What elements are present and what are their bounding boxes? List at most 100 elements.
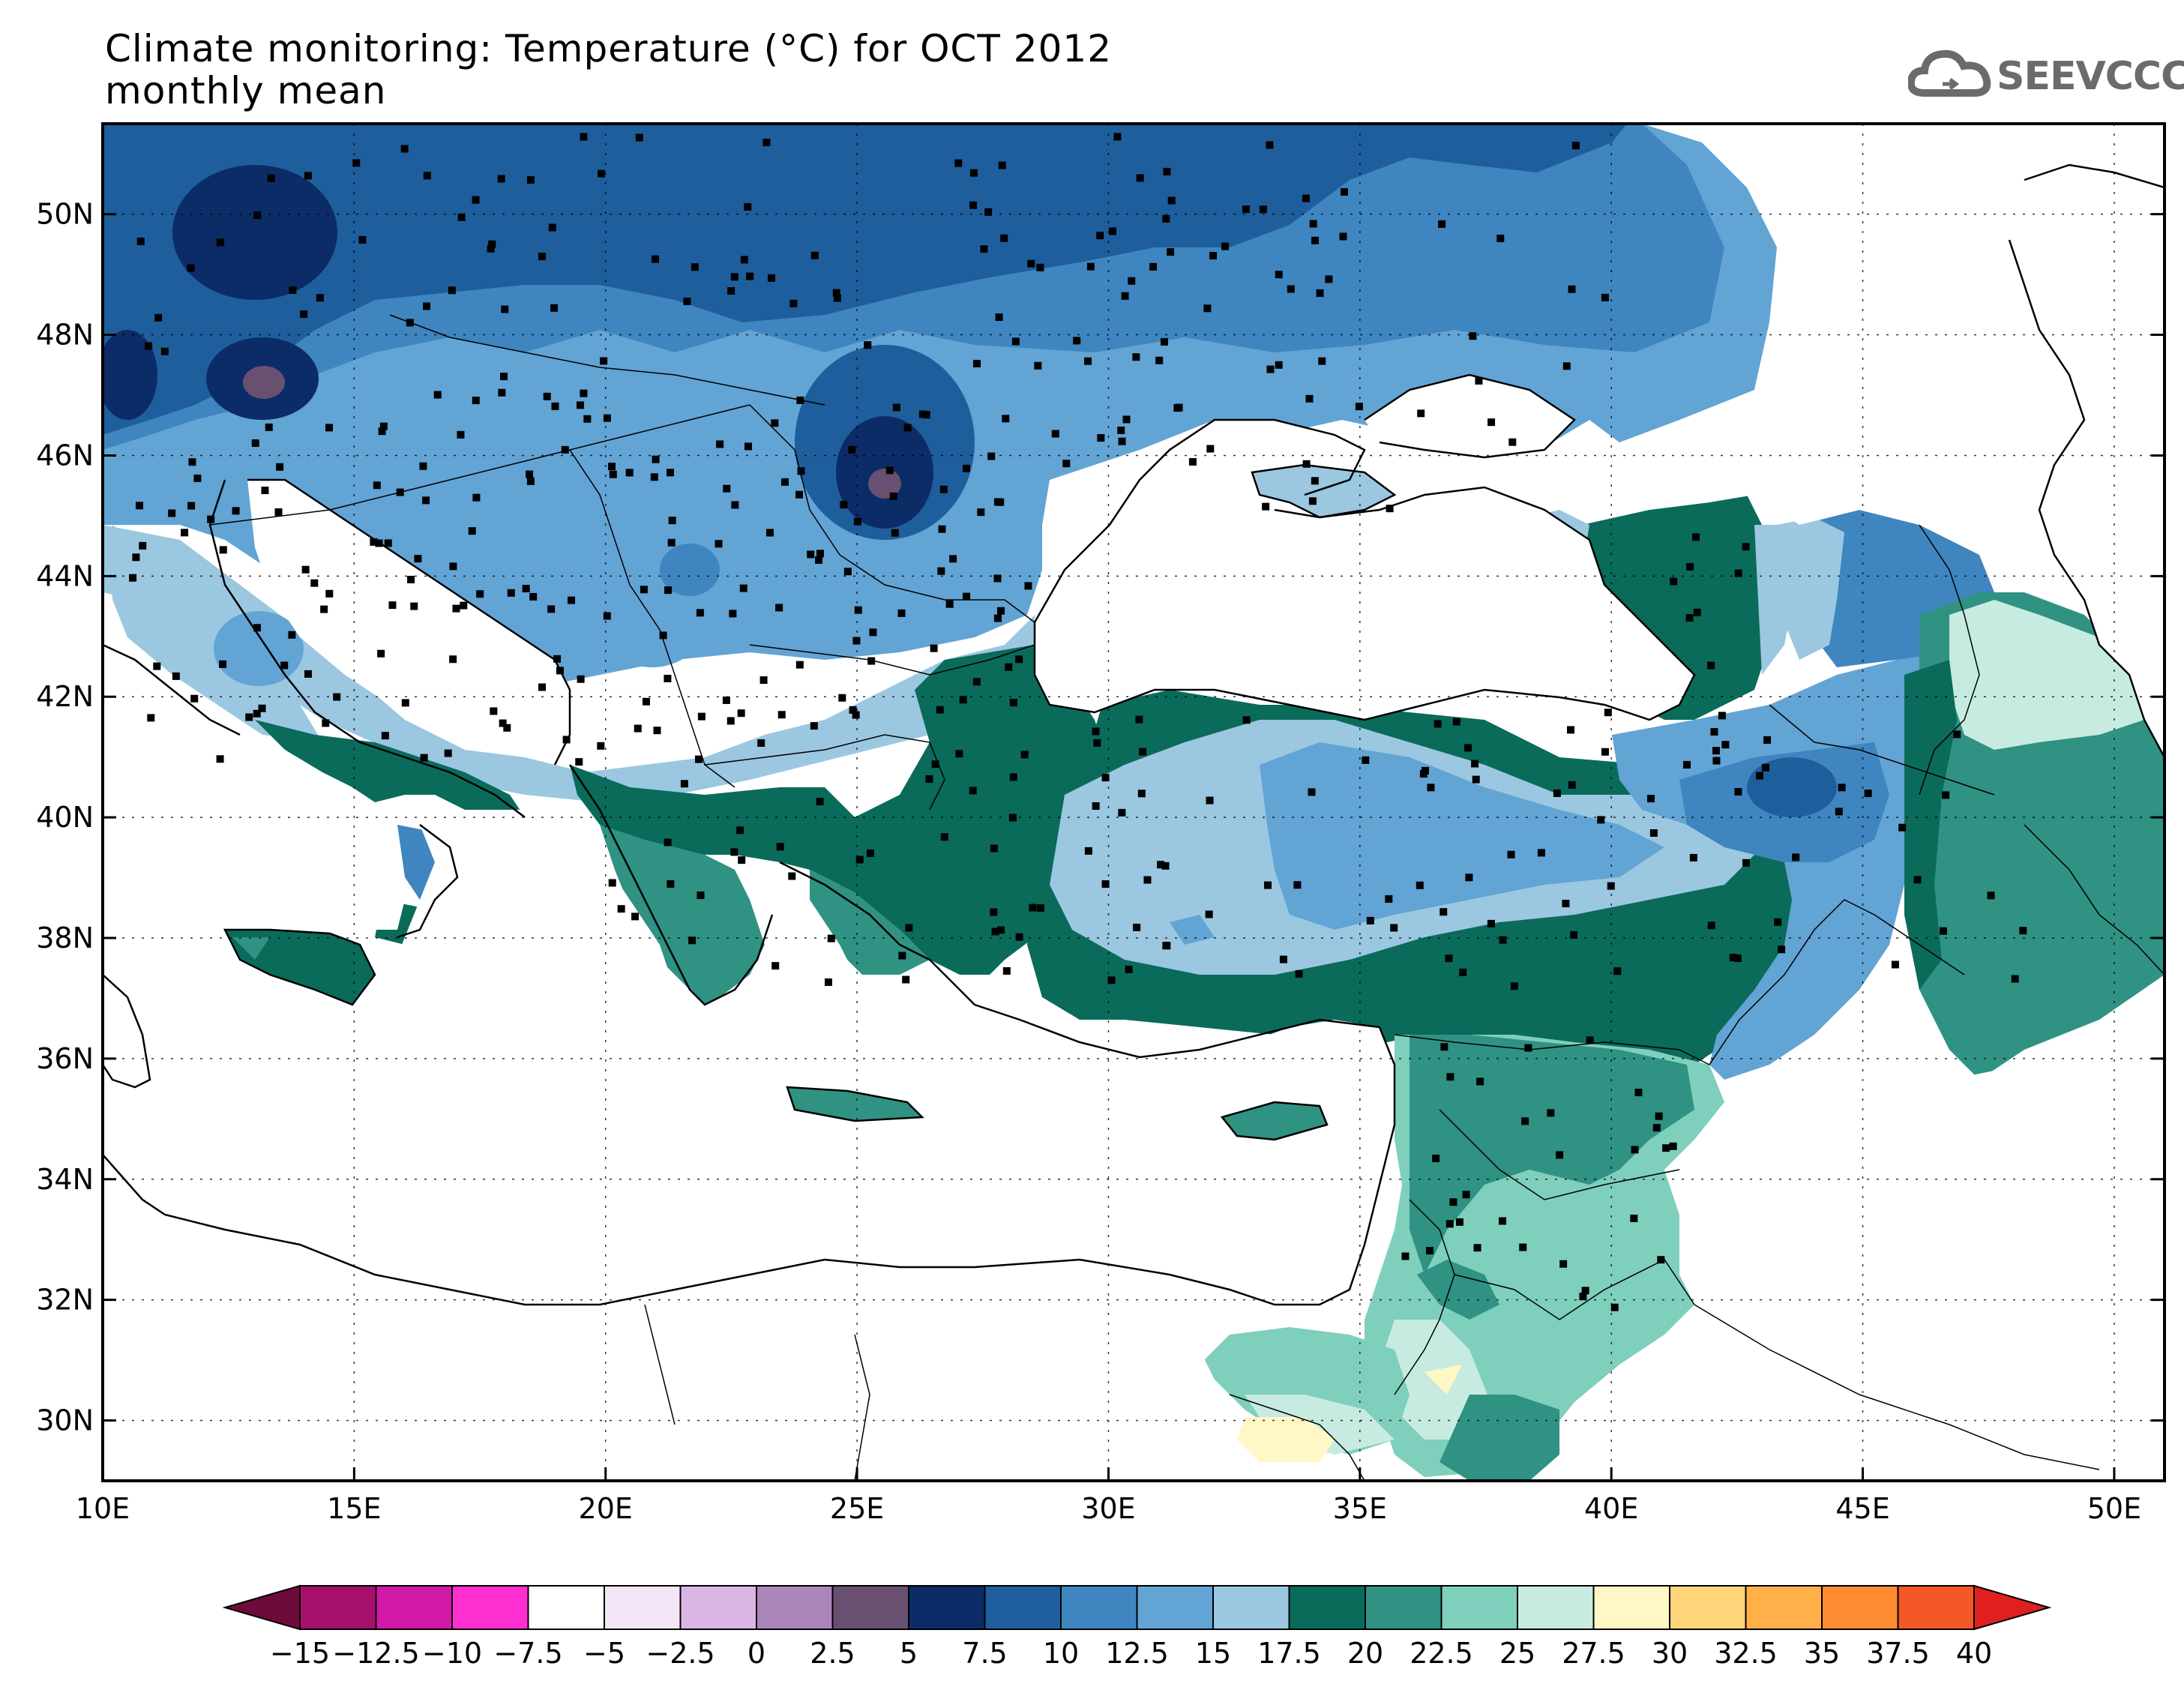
station-marker <box>651 255 659 263</box>
station-marker <box>969 169 978 177</box>
station-marker <box>472 196 480 204</box>
station-marker <box>543 392 551 400</box>
station-marker <box>797 467 805 475</box>
station-marker <box>1160 337 1168 346</box>
station-marker <box>400 145 409 153</box>
colorbar-label: 10 <box>1043 1637 1079 1670</box>
station-marker <box>1455 1218 1463 1226</box>
colorbar-box <box>831 1585 909 1630</box>
station-marker <box>1566 726 1574 734</box>
station-marker <box>1721 741 1730 749</box>
station-marker <box>683 297 691 305</box>
station-marker <box>715 540 723 548</box>
station-marker <box>1734 569 1742 577</box>
station-marker <box>251 439 259 448</box>
station-marker <box>1508 438 1517 446</box>
station-marker <box>1262 502 1270 511</box>
station-marker <box>1311 477 1319 485</box>
colorbar-box <box>1821 1585 1899 1630</box>
station-marker <box>1209 252 1218 260</box>
station-marker <box>939 485 948 493</box>
lat-tick-label: 32N <box>36 1284 94 1317</box>
colorbar-box <box>1897 1585 1975 1630</box>
station-marker <box>1311 236 1320 244</box>
station-marker <box>631 912 640 921</box>
station-marker <box>1086 262 1095 271</box>
station-marker <box>990 908 998 916</box>
station-marker <box>153 662 161 670</box>
colorbar-box <box>679 1585 757 1630</box>
station-marker <box>1449 1198 1457 1206</box>
station-marker <box>1132 353 1140 361</box>
station-marker <box>452 604 460 613</box>
station-marker <box>634 724 642 733</box>
station-marker <box>181 529 189 537</box>
station-marker <box>722 696 730 704</box>
station-marker <box>379 422 388 430</box>
station-marker <box>1162 942 1170 950</box>
station-marker <box>172 672 180 680</box>
station-marker <box>577 675 585 683</box>
station-marker <box>955 750 963 758</box>
station-marker <box>997 607 1005 615</box>
station-marker <box>1355 403 1363 411</box>
lon-tick-label: 45E <box>1835 1492 1889 1525</box>
station-marker <box>1008 814 1017 822</box>
colorbar-label: −2.5 <box>646 1637 715 1670</box>
colorbar-box <box>1060 1585 1138 1630</box>
station-marker <box>1510 982 1518 990</box>
station-marker <box>936 706 944 714</box>
station-marker <box>1128 277 1136 285</box>
lat-tick-label: 36N <box>36 1042 94 1075</box>
colorbar-box <box>1669 1585 1747 1630</box>
station-marker <box>1027 259 1035 268</box>
station-marker <box>1463 744 1472 752</box>
station-marker <box>977 508 985 517</box>
station-marker <box>497 175 505 183</box>
station-marker <box>1432 1154 1440 1162</box>
station-marker <box>1655 1112 1663 1120</box>
station-marker <box>1133 923 1141 931</box>
station-marker <box>410 602 418 610</box>
station-marker <box>780 478 789 486</box>
station-marker <box>696 609 704 617</box>
station-marker <box>864 341 872 349</box>
station-marker <box>1446 1220 1454 1228</box>
station-marker <box>1101 774 1110 782</box>
station-marker <box>575 758 583 766</box>
station-marker <box>1011 337 1020 346</box>
station-marker <box>746 272 754 280</box>
colorbar-box <box>1212 1585 1290 1630</box>
station-marker <box>1149 262 1158 271</box>
station-marker <box>688 936 697 945</box>
station-marker <box>444 749 452 757</box>
station-marker <box>1341 187 1349 196</box>
station-marker <box>1122 415 1131 424</box>
colorbar-box <box>604 1585 682 1630</box>
station-marker <box>1366 916 1374 924</box>
colorbar-label: 37.5 <box>1866 1637 1930 1670</box>
station-marker <box>1475 376 1483 385</box>
station-marker <box>499 719 507 727</box>
station-marker <box>1438 220 1446 228</box>
station-marker <box>193 474 202 482</box>
station-marker <box>1308 788 1316 796</box>
station-marker <box>135 502 143 510</box>
station-marker <box>401 699 409 707</box>
colorbar-label: 7.5 <box>962 1637 1007 1670</box>
station-marker <box>1417 409 1425 418</box>
station-marker <box>1118 808 1126 817</box>
station-marker <box>1707 661 1715 670</box>
station-marker <box>664 586 673 595</box>
station-marker <box>937 567 945 575</box>
logo-text: SEEVCCC <box>1997 54 2184 99</box>
station-marker <box>1729 954 1737 962</box>
station-marker <box>553 655 562 663</box>
station-marker <box>1568 781 1576 789</box>
station-marker <box>1670 577 1678 586</box>
station-marker <box>832 289 840 297</box>
station-marker <box>776 843 784 851</box>
station-marker <box>962 464 970 472</box>
station-marker <box>855 855 864 864</box>
station-marker <box>460 601 468 610</box>
